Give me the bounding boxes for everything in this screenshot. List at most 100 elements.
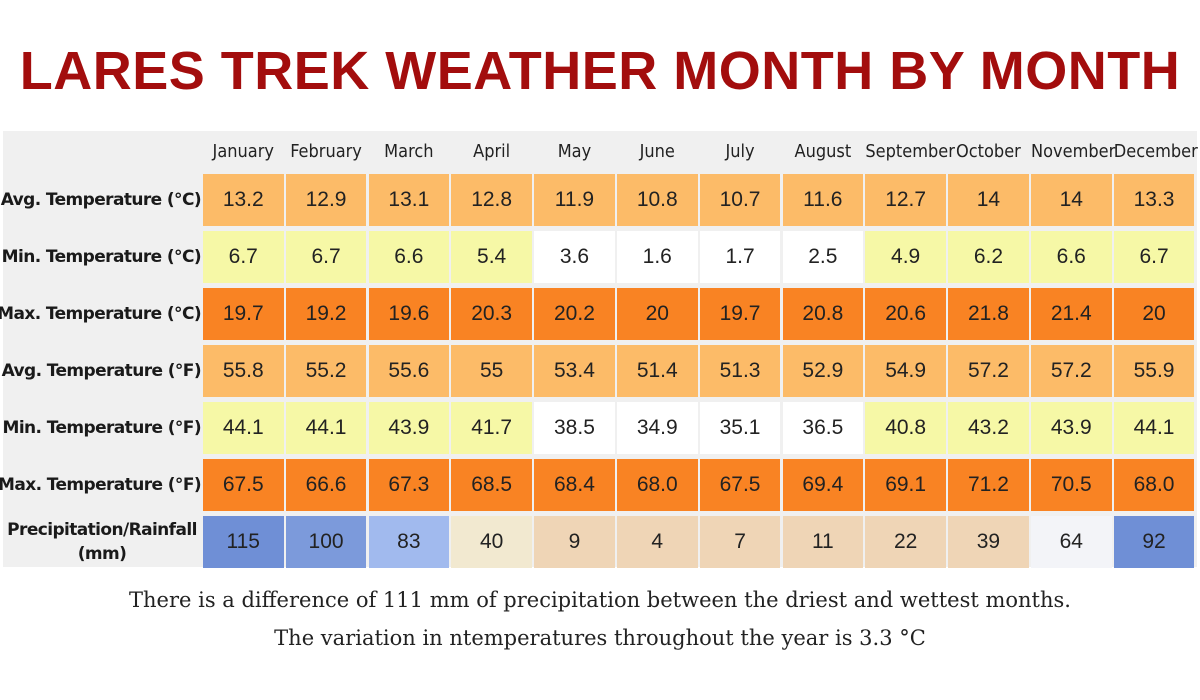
row-label: Max. Temperature (°C) xyxy=(0,303,202,324)
table-cell: 53.4 xyxy=(534,345,615,397)
row-label: Min. Temperature (°C) xyxy=(1,246,202,267)
table-cell: 70.5 xyxy=(1031,459,1112,511)
table-cell: 36.5 xyxy=(782,402,864,454)
month-header: September xyxy=(865,141,955,162)
table-cell: 6.2 xyxy=(948,231,1029,283)
table-cell: 67.3 xyxy=(368,459,450,511)
table-cell: 9 xyxy=(534,516,615,568)
table-cell: 13.2 xyxy=(203,174,284,226)
month-header: January xyxy=(212,141,274,162)
month-header: December xyxy=(1113,141,1198,162)
row-label: Min. Temperature (°F) xyxy=(2,417,202,438)
table-cell: 4.9 xyxy=(865,231,946,283)
table-cell: 4 xyxy=(617,516,698,568)
table-cell: 44.1 xyxy=(285,402,367,454)
table-cell: 69.4 xyxy=(782,459,864,511)
table-cell: 44.1 xyxy=(1113,402,1195,454)
table-cell: 68.0 xyxy=(1113,459,1195,511)
table-cell: 64 xyxy=(1031,516,1112,568)
page-title: LARES TREK WEATHER MONTH BY MONTH xyxy=(19,41,1181,101)
table-cell: 2.5 xyxy=(782,231,864,283)
table-cell: 44.1 xyxy=(203,402,284,454)
table-cell: 13.1 xyxy=(368,174,450,226)
table-cell: 11.9 xyxy=(534,174,615,226)
table-cell: 55.2 xyxy=(285,345,367,397)
month-header: October xyxy=(956,141,1021,162)
table-cell: 11.6 xyxy=(782,174,864,226)
table-cell: 55.9 xyxy=(1113,345,1195,397)
table-cell: 71.2 xyxy=(948,459,1029,511)
table-cell: 34.9 xyxy=(617,402,698,454)
table-cell: 3.6 xyxy=(534,231,615,283)
table-cell: 43.9 xyxy=(368,402,450,454)
table-cell: 20 xyxy=(617,288,698,340)
table-cell: 6.6 xyxy=(368,231,450,283)
table-cell: 55 xyxy=(451,345,532,397)
table-cell: 13.3 xyxy=(1113,174,1195,226)
table-cell: 57.2 xyxy=(948,345,1029,397)
row-label: Avg. Temperature (°C) xyxy=(0,189,202,210)
row-label: Avg. Temperature (°F) xyxy=(1,360,202,381)
table-cell: 20.6 xyxy=(865,288,946,340)
month-header: June xyxy=(639,141,675,162)
month-header: April xyxy=(473,141,511,162)
table-cell: 40 xyxy=(451,516,532,568)
table-cell: 69.1 xyxy=(865,459,946,511)
table-cell: 22 xyxy=(865,516,946,568)
row-label: Precipitation/Rainfall (mm) xyxy=(7,519,197,564)
table-cell: 83 xyxy=(368,516,450,568)
table-cell: 57.2 xyxy=(1031,345,1112,397)
table-cell: 20.8 xyxy=(782,288,864,340)
month-header: August xyxy=(794,141,852,162)
table-cell: 68.0 xyxy=(617,459,698,511)
month-header: February xyxy=(290,141,362,162)
table-cell: 6.7 xyxy=(203,231,284,283)
table-cell: 20.3 xyxy=(451,288,532,340)
month-header: November xyxy=(1031,141,1116,162)
month-header: May xyxy=(557,141,592,162)
table-cell: 10.8 xyxy=(617,174,698,226)
table-cell: 39 xyxy=(948,516,1029,568)
table-cell: 51.4 xyxy=(617,345,698,397)
table-cell: 6.6 xyxy=(1031,231,1112,283)
table-cell: 20.2 xyxy=(534,288,615,340)
row-label: Max. Temperature (°F) xyxy=(0,474,202,495)
table-cell: 43.9 xyxy=(1031,402,1112,454)
table-cell: 19.2 xyxy=(285,288,367,340)
table-cell: 55.6 xyxy=(368,345,450,397)
table-cell: 10.7 xyxy=(699,174,781,226)
table-cell: 21.4 xyxy=(1031,288,1112,340)
table-cell: 68.4 xyxy=(534,459,615,511)
table-cell: 68.5 xyxy=(451,459,532,511)
table-cell: 12.9 xyxy=(285,174,367,226)
table-cell: 55.8 xyxy=(203,345,284,397)
table-cell: 66.6 xyxy=(285,459,367,511)
table-cell: 12.8 xyxy=(451,174,532,226)
table-cell: 92 xyxy=(1113,516,1195,568)
precipitation-note: There is a difference of 111 mm of preci… xyxy=(129,588,1071,612)
table-cell: 115 xyxy=(203,516,284,568)
table-cell: 100 xyxy=(285,516,367,568)
table-cell: 38.5 xyxy=(534,402,615,454)
table-cell: 67.5 xyxy=(203,459,284,511)
table-cell: 40.8 xyxy=(865,402,946,454)
table-cell: 19.7 xyxy=(699,288,781,340)
table-cell: 6.7 xyxy=(285,231,367,283)
table-cell: 1.6 xyxy=(617,231,698,283)
table-cell: 14 xyxy=(1031,174,1112,226)
table-cell: 5.4 xyxy=(451,231,532,283)
table-cell: 7 xyxy=(699,516,781,568)
table-cell: 43.2 xyxy=(948,402,1029,454)
table-cell: 19.7 xyxy=(203,288,284,340)
table-cell: 11 xyxy=(782,516,864,568)
table-cell: 6.7 xyxy=(1113,231,1195,283)
table-cell: 19.6 xyxy=(368,288,450,340)
month-header: July xyxy=(725,141,755,162)
table-cell: 52.9 xyxy=(782,345,864,397)
table-cell: 51.3 xyxy=(699,345,781,397)
table-cell: 14 xyxy=(948,174,1029,226)
table-cell: 35.1 xyxy=(699,402,781,454)
month-header: March xyxy=(384,141,434,162)
table-cell: 41.7 xyxy=(451,402,532,454)
temperature-variation-note: The variation in ntemperatures throughou… xyxy=(274,626,926,650)
